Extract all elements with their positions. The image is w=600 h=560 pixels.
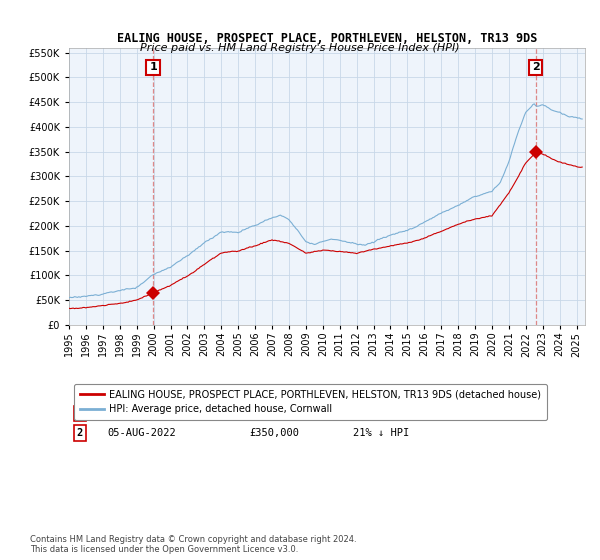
Text: 1: 1	[149, 62, 157, 72]
Title: EALING HOUSE, PROSPECT PLACE, PORTHLEVEN, HELSTON, TR13 9DS: EALING HOUSE, PROSPECT PLACE, PORTHLEVEN…	[117, 32, 537, 45]
Text: £350,000: £350,000	[250, 428, 299, 438]
Text: Contains HM Land Registry data © Crown copyright and database right 2024.
This d: Contains HM Land Registry data © Crown c…	[30, 535, 356, 554]
Text: 2: 2	[77, 428, 83, 438]
Text: £65,000: £65,000	[250, 408, 293, 418]
Text: 37% ↓ HPI: 37% ↓ HPI	[353, 408, 409, 418]
Text: 05-AUG-2022: 05-AUG-2022	[108, 428, 176, 438]
Text: 2: 2	[532, 62, 539, 72]
Text: 21% ↓ HPI: 21% ↓ HPI	[353, 428, 409, 438]
Text: 23-DEC-1999: 23-DEC-1999	[108, 408, 176, 418]
Text: 1: 1	[77, 408, 83, 418]
Legend: EALING HOUSE, PROSPECT PLACE, PORTHLEVEN, HELSTON, TR13 9DS (detached house), HP: EALING HOUSE, PROSPECT PLACE, PORTHLEVEN…	[74, 384, 547, 420]
Text: Price paid vs. HM Land Registry's House Price Index (HPI): Price paid vs. HM Land Registry's House …	[140, 43, 460, 53]
